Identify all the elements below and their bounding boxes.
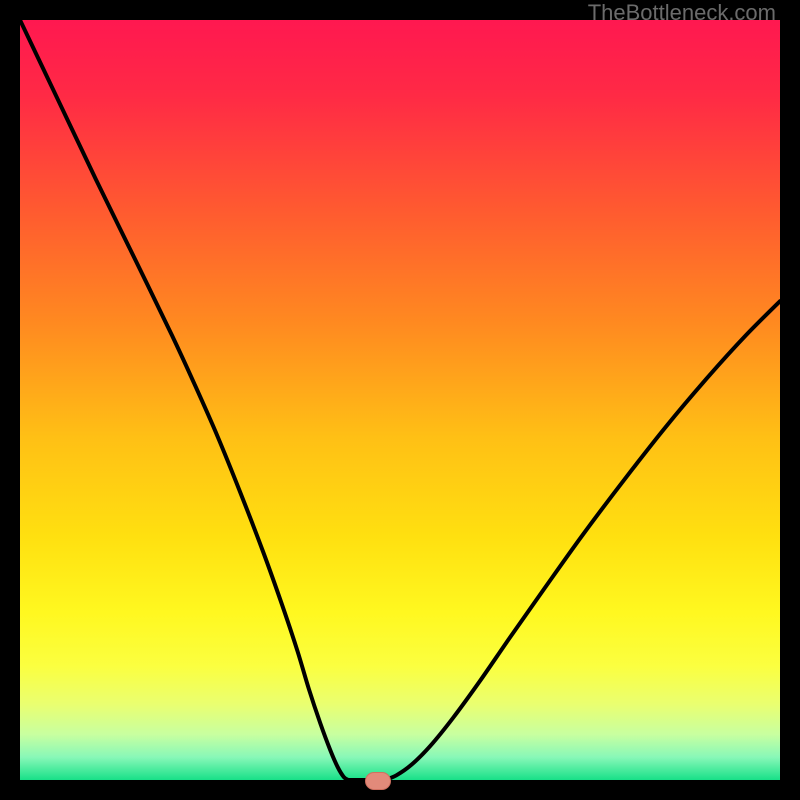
chart-container: TheBottleneck.com — [0, 0, 800, 800]
watermark-text: TheBottleneck.com — [588, 0, 776, 26]
optimal-point-marker — [365, 772, 391, 790]
gradient-background — [20, 20, 780, 780]
plot-frame — [20, 20, 780, 780]
